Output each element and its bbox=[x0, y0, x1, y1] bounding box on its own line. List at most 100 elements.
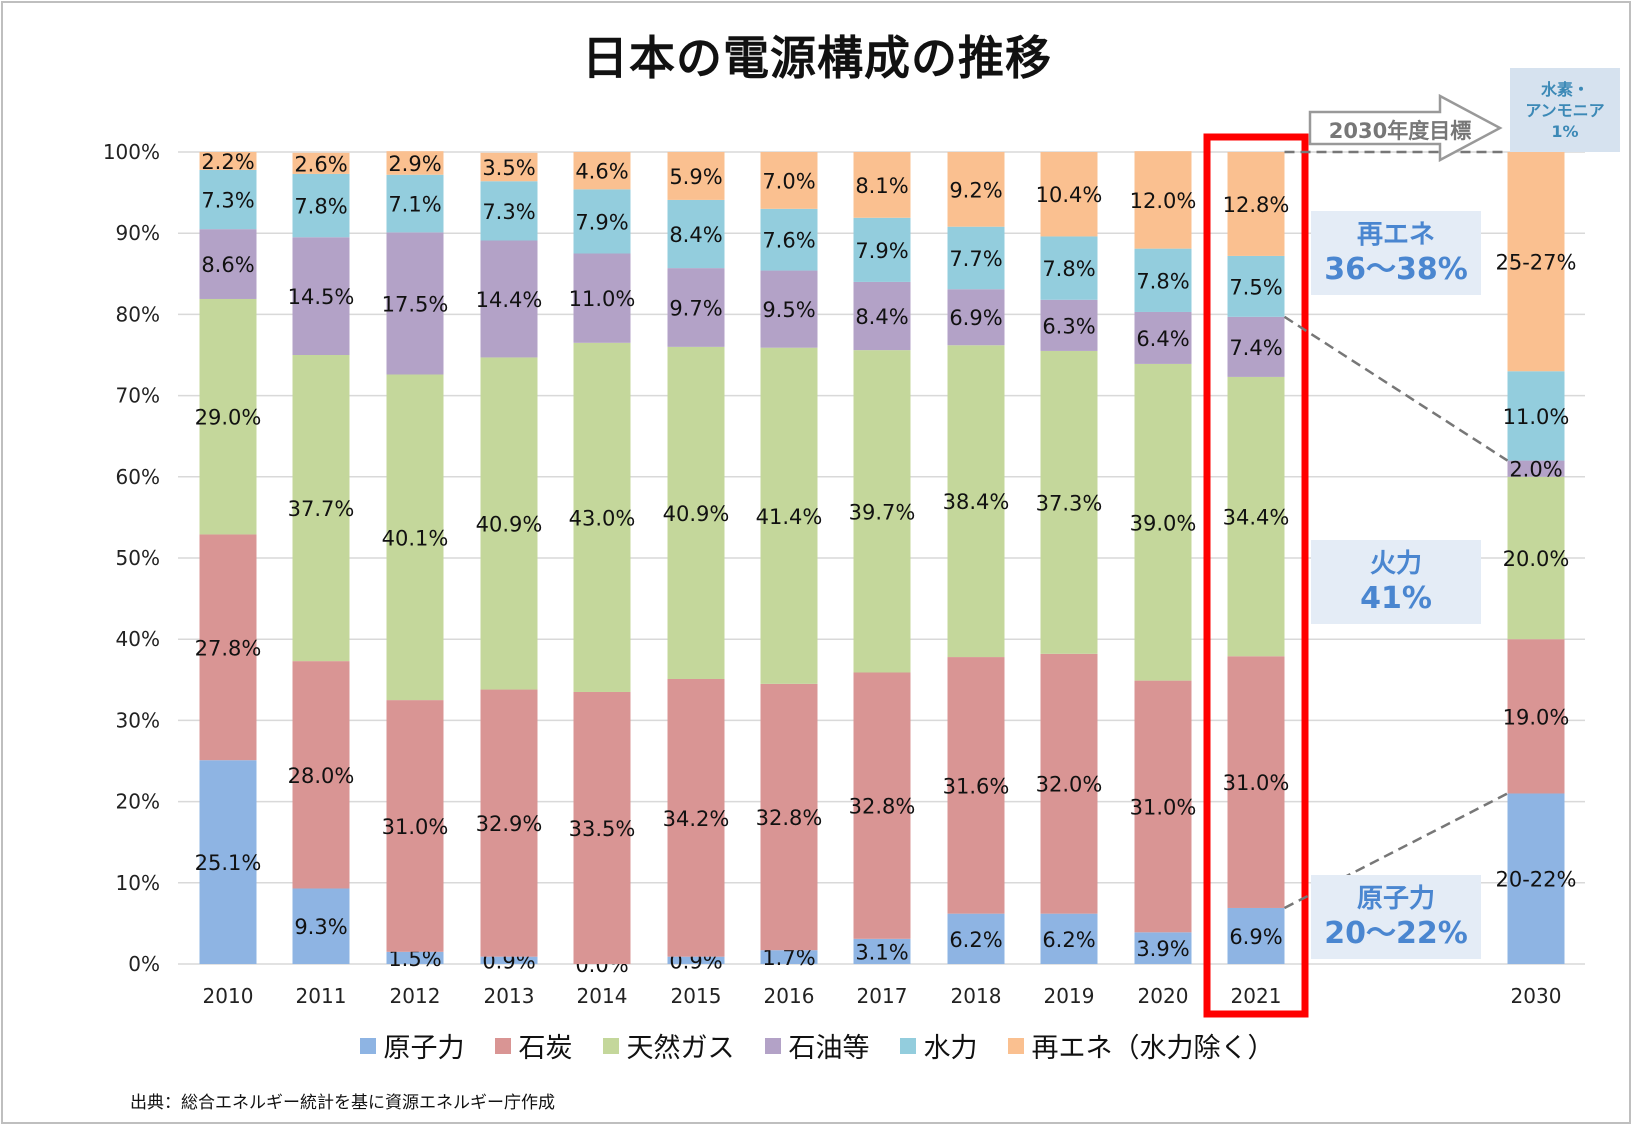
bar-2019-segment bbox=[1040, 299, 1098, 351]
bar-2019-segment bbox=[1040, 653, 1098, 914]
bar-2013-segment bbox=[480, 152, 538, 182]
bar-2017-segment bbox=[853, 938, 911, 964]
bar-2021-data-label: 6.9% bbox=[1229, 925, 1282, 949]
bar-2013-data-label: 3.5% bbox=[482, 156, 535, 180]
bar-2017-data-label: 7.9% bbox=[855, 239, 908, 263]
legend-item: 石油等 bbox=[764, 1026, 870, 1065]
bar-2021-segment bbox=[1227, 316, 1285, 377]
bar-2016-segment bbox=[760, 152, 818, 209]
bar-2019-segment bbox=[1040, 913, 1098, 964]
bar-2019-data-label: 6.3% bbox=[1042, 314, 1095, 338]
hydrogen-label-1: 水素・ bbox=[1540, 79, 1589, 99]
bar-target-data-label: 11.0% bbox=[1503, 405, 1570, 429]
bar-2014-data-label: 33.5% bbox=[569, 817, 636, 841]
bar-2011-segment bbox=[292, 237, 350, 355]
bar-2010-data-label: 25.1% bbox=[195, 851, 262, 875]
renewables-callout: 再エネ 36～38% bbox=[1311, 211, 1481, 295]
thermal-callout: 火力 41% bbox=[1311, 540, 1481, 624]
bar-2017-segment bbox=[853, 350, 911, 673]
bar-2010-segment bbox=[199, 152, 257, 170]
legend-label: 水力 bbox=[923, 1033, 978, 1064]
legend-label: 再エネ（水力除く） bbox=[1031, 1033, 1275, 1064]
x-tick-label: 2011 bbox=[296, 984, 347, 1008]
bar-2015-data-label: 5.9% bbox=[669, 165, 722, 189]
bar-2011-segment bbox=[292, 173, 350, 238]
x-tick-label: 2030 bbox=[1511, 984, 1562, 1008]
bar-2011-data-label: 7.8% bbox=[294, 195, 347, 219]
y-tick-label: 30% bbox=[116, 708, 160, 732]
legend-swatch bbox=[1007, 1037, 1024, 1054]
bar-2013-segment bbox=[480, 357, 538, 690]
bar-2011-segment bbox=[292, 355, 350, 662]
x-tick-label: 2021 bbox=[1231, 984, 1282, 1008]
y-tick-label: 100% bbox=[103, 140, 160, 164]
x-tick-label: 2020 bbox=[1138, 984, 1189, 1008]
highlight-box-2021 bbox=[1203, 133, 1309, 1018]
bar-2019-segment bbox=[1040, 350, 1098, 654]
bar-2021-segment bbox=[1227, 907, 1285, 964]
renewables-callout-title: 再エネ bbox=[1356, 220, 1435, 250]
x-tick-label: 2017 bbox=[857, 984, 908, 1008]
bar-2015-data-label: 9.7% bbox=[669, 296, 722, 320]
bar-2021-segment bbox=[1227, 255, 1285, 317]
legend-item: 原子力 bbox=[359, 1026, 465, 1065]
bar-2020-segment bbox=[1134, 311, 1192, 364]
bar-2021-data-label: 12.8% bbox=[1223, 193, 1290, 217]
bar-2010-data-label: 2.2% bbox=[201, 150, 254, 174]
bar-2013-segment bbox=[480, 181, 538, 241]
bar-2013-segment bbox=[480, 240, 538, 358]
bar-2016-data-label: 41.4% bbox=[756, 505, 823, 529]
bar-2012-data-label: 2.9% bbox=[388, 152, 441, 176]
bar-2012-data-label: 40.1% bbox=[382, 526, 449, 550]
legend-label: 原子力 bbox=[383, 1033, 465, 1064]
bar-2010-segment bbox=[199, 169, 257, 230]
bar-2010-data-label: 27.8% bbox=[195, 636, 262, 660]
hydrogen-ammonia-box: 水素・ アンモニア 1% bbox=[1510, 68, 1620, 152]
bar-2016-segment bbox=[760, 683, 818, 951]
bar-2018-data-label: 6.9% bbox=[949, 306, 1002, 330]
bar-2012-segment bbox=[386, 151, 444, 175]
legend-label: 石油等 bbox=[788, 1033, 870, 1064]
bar-2011-data-label: 2.6% bbox=[294, 152, 347, 176]
bar-2014-segment bbox=[573, 342, 631, 692]
renewables-callout-value: 36～38% bbox=[1324, 252, 1468, 287]
bar-2017-data-label: 3.1% bbox=[855, 940, 908, 964]
bar-2015-data-label: 40.9% bbox=[663, 502, 730, 526]
bar-2019-data-label: 10.4% bbox=[1036, 183, 1103, 207]
bar-2021-data-label: 7.5% bbox=[1229, 275, 1282, 299]
bar-2018-segment bbox=[947, 289, 1005, 346]
bar-2021-data-label: 31.0% bbox=[1223, 771, 1290, 795]
bar-2010-data-label: 29.0% bbox=[195, 406, 262, 430]
bar-target-data-label: 19.0% bbox=[1503, 705, 1570, 729]
bar-2018-segment bbox=[947, 913, 1005, 964]
y-tick-label: 50% bbox=[116, 546, 160, 570]
bar-target-data-label: 2.0% bbox=[1509, 458, 1562, 482]
bar-2017-data-label: 8.1% bbox=[855, 174, 908, 198]
x-tick-label: 2013 bbox=[484, 984, 535, 1008]
bar-2015-segment bbox=[667, 199, 725, 269]
bar-2012-segment bbox=[386, 374, 444, 701]
bar-2015-segment bbox=[667, 346, 725, 679]
bar-2019-data-label: 32.0% bbox=[1036, 773, 1103, 797]
bar-2018-data-label: 7.7% bbox=[949, 247, 1002, 271]
y-tick-label: 10% bbox=[116, 871, 160, 895]
bar-2021-segment bbox=[1227, 656, 1285, 908]
bar-2016-data-label: 32.8% bbox=[756, 806, 823, 830]
bar-2021-segment bbox=[1227, 152, 1285, 256]
target-arrow-label: 2030年度目標 bbox=[1328, 119, 1472, 143]
bar-target-segment bbox=[1507, 639, 1565, 794]
bar-2020-segment bbox=[1134, 363, 1192, 681]
bar-2010-data-label: 7.3% bbox=[201, 189, 254, 213]
bar-2021-data-label: 34.4% bbox=[1223, 506, 1290, 530]
bar-2020-data-label: 12.0% bbox=[1130, 189, 1197, 213]
bar-2011-segment bbox=[292, 152, 350, 174]
legend-swatch bbox=[899, 1037, 916, 1054]
hydrogen-label-3: 1% bbox=[1551, 121, 1579, 141]
legend-label: 石炭 bbox=[518, 1033, 573, 1064]
y-tick-label: 40% bbox=[116, 627, 160, 651]
y-tick-label: 70% bbox=[116, 384, 160, 408]
bar-2019-segment bbox=[1040, 152, 1098, 237]
thermal-callout-title: 火力 bbox=[1369, 549, 1422, 579]
bar-2020-data-label: 31.0% bbox=[1130, 795, 1197, 819]
